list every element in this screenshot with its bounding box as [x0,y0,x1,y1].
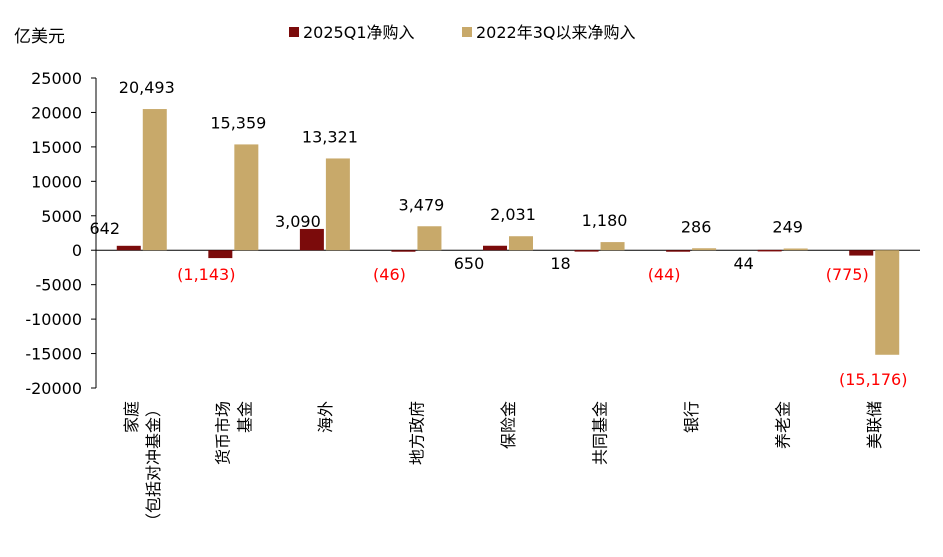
bar-series-1 [757,249,782,252]
bar-series-1 [574,250,599,252]
bar-series-1 [116,245,141,251]
bar-series-2 [783,248,808,251]
x-tick-label: 美联储 [865,401,884,449]
y-axis-label: 亿美元 [14,27,65,47]
value-labels: 642 20,493 (1,143) 15,359 3,090 13,321 (46) 3,4… [90,78,908,389]
x-tick-sublabel: 基金 [235,401,254,433]
bar-series-2 [417,226,442,251]
bar-series-1 [299,228,324,251]
bar-series-1 [391,250,416,252]
bar-series-2 [509,236,533,251]
data-label-series-2: (15,176) [839,370,907,389]
bar-series-1 [666,250,691,252]
x-tick-label: 银行 [682,401,701,433]
data-label-series-1: 44 [733,254,753,273]
legend-swatch-series-2 [462,27,472,37]
legend-swatch-series-1 [289,27,299,37]
y-axis: 25000 20000 15000 10000 5000 0 -5000 -10000 -150… [25,69,920,398]
data-label-series-2: 1,180 [582,211,628,230]
data-label-series-1: (1,143) [177,265,235,284]
data-label-series-2: 249 [772,218,803,237]
y-tick-label: -10000 [25,310,82,329]
data-label-series-2: 3,479 [399,195,445,214]
y-tick-label: -5000 [36,276,83,295]
data-label-series-1: (775) [826,265,869,284]
data-label-series-1: 642 [90,219,121,238]
y-tick-label: 25000 [31,69,82,88]
y-tick-label: 15000 [31,138,82,157]
y-tick-label: 20000 [31,103,82,122]
bars [116,109,900,355]
bar-series-1 [483,245,507,251]
data-label-series-1: (44) [648,265,681,284]
y-tick-label: 10000 [31,172,82,191]
bar-series-2 [875,250,900,355]
x-tick-label: 养老金 [774,401,793,449]
bar-series-1 [849,250,874,256]
x-tick-label: 地方政府 [407,401,426,465]
legend-label-series-2: 2022年3Q以来净购入 [476,23,636,42]
legend: 2025Q1净购入 2022年3Q以来净购入 [289,23,636,42]
y-tick-label: -15000 [25,345,82,364]
bar-series-2 [600,242,625,251]
data-label-series-2: 20,493 [119,78,175,97]
data-label-series-1: (46) [373,265,406,284]
bar-series-2 [142,109,167,251]
x-tick-label: 货币市场 [213,401,232,465]
x-tick-label: 海外 [316,401,335,433]
bar-series-2 [325,158,350,251]
legend-label-series-1: 2025Q1净购入 [303,23,415,42]
bar-series-2 [234,144,259,251]
data-label-series-2: 2,031 [490,205,536,224]
data-label-series-2: 286 [681,217,712,236]
bar-series-1 [208,250,233,259]
y-tick-label: -20000 [25,379,82,398]
x-axis-labels: 家庭 （包括对冲基金） 货币市场 基金 海外 地方政府 保险金 共同基金 银行 养老金 美联储 [122,401,884,529]
x-tick-sublabel: （包括对冲基金） [144,401,163,529]
x-tick-label: 保险金 [499,401,518,449]
data-label-series-1: 18 [550,254,570,273]
y-tick-label: 0 [72,241,82,260]
data-label-series-2: 13,321 [302,127,358,146]
x-tick-label: 家庭 [122,401,141,433]
data-label-series-2: 15,359 [210,113,266,132]
bar-series-2 [692,248,717,251]
x-tick-label: 共同基金 [591,401,610,465]
data-label-series-1: 650 [454,254,485,273]
y-tick-label: 5000 [41,207,82,226]
data-label-series-1: 3,090 [275,212,321,231]
